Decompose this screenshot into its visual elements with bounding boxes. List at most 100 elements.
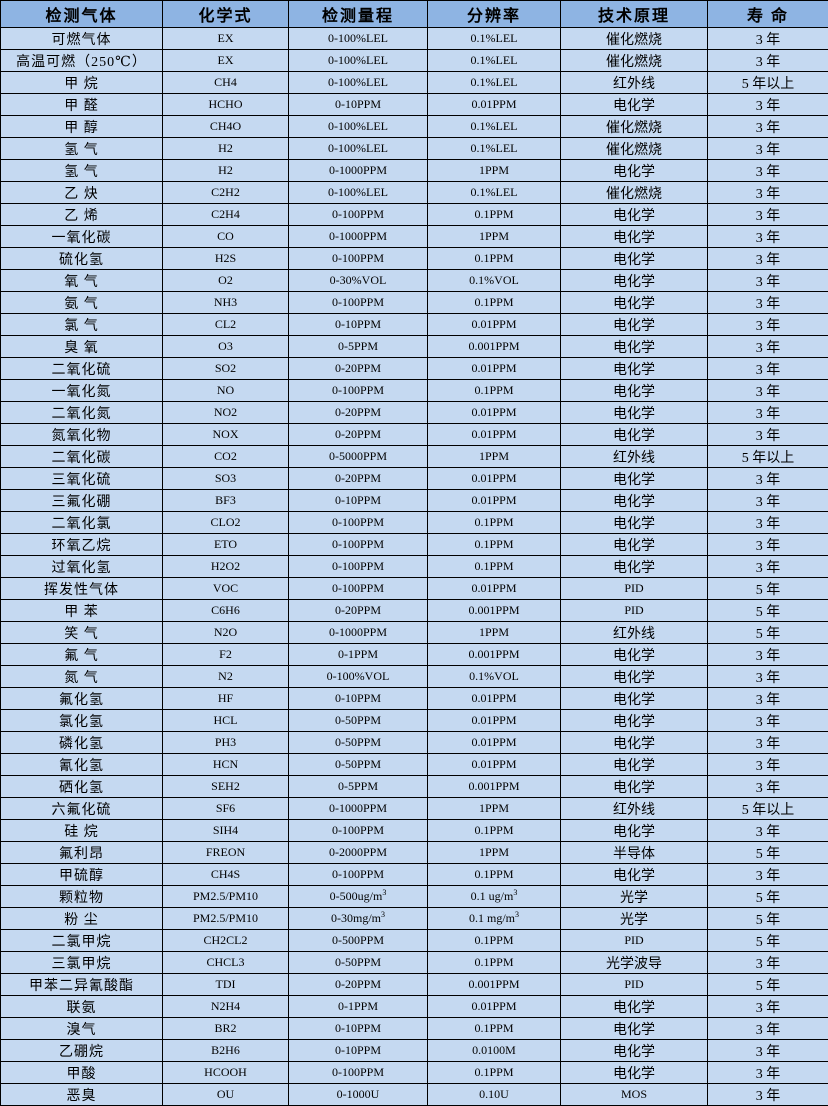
cell-resolution: 0.1PPM bbox=[428, 556, 561, 578]
cell-formula: CL2 bbox=[163, 314, 289, 336]
cell-resolution: 0.01PPM bbox=[428, 424, 561, 446]
cell-formula: NH3 bbox=[163, 292, 289, 314]
cell-lifetime: 3 年 bbox=[708, 292, 828, 314]
cell-range: 0-20PPM bbox=[289, 424, 428, 446]
cell-lifetime: 5 年 bbox=[708, 930, 828, 952]
cell-gas-name: 氟 气 bbox=[1, 644, 163, 666]
cell-range: 0-1PPM bbox=[289, 644, 428, 666]
cell-range: 0-100PPM bbox=[289, 534, 428, 556]
cell-gas-name: 硫化氢 bbox=[1, 248, 163, 270]
cell-principle: 半导体 bbox=[561, 842, 708, 864]
cell-range: 0-20PPM bbox=[289, 974, 428, 996]
cell-gas-name: 可燃气体 bbox=[1, 28, 163, 50]
cell-range: 0-500ug/m3 bbox=[289, 886, 428, 908]
cell-principle: 红外线 bbox=[561, 798, 708, 820]
cell-resolution: 1PPM bbox=[428, 798, 561, 820]
cell-resolution: 0.1PPM bbox=[428, 820, 561, 842]
cell-principle: 电化学 bbox=[561, 270, 708, 292]
cell-formula: NO2 bbox=[163, 402, 289, 424]
column-header-range: 检测量程 bbox=[289, 1, 428, 28]
cell-principle: 电化学 bbox=[561, 424, 708, 446]
cell-formula: N2H4 bbox=[163, 996, 289, 1018]
cell-lifetime: 5 年以上 bbox=[708, 72, 828, 94]
cell-resolution: 0.001PPM bbox=[428, 776, 561, 798]
cell-principle: 催化燃烧 bbox=[561, 116, 708, 138]
cell-principle: PID bbox=[561, 974, 708, 996]
cell-formula: SO2 bbox=[163, 358, 289, 380]
cell-range: 0-50PPM bbox=[289, 710, 428, 732]
cell-formula: C2H4 bbox=[163, 204, 289, 226]
cell-resolution: 0.1%LEL bbox=[428, 182, 561, 204]
cell-lifetime: 3 年 bbox=[708, 732, 828, 754]
cell-formula: VOC bbox=[163, 578, 289, 600]
cell-gas-name: 粉 尘 bbox=[1, 908, 163, 930]
cell-gas-name: 二氯甲烷 bbox=[1, 930, 163, 952]
cell-formula: NOX bbox=[163, 424, 289, 446]
cell-range: 0-10PPM bbox=[289, 94, 428, 116]
cell-resolution: 0.01PPM bbox=[428, 490, 561, 512]
cell-formula: SO3 bbox=[163, 468, 289, 490]
cell-lifetime: 3 年 bbox=[708, 336, 828, 358]
cell-resolution: 0.001PPM bbox=[428, 336, 561, 358]
cell-resolution: 0.1 ug/m3 bbox=[428, 886, 561, 908]
cell-gas-name: 氟利昂 bbox=[1, 842, 163, 864]
column-header-gas: 检测气体 bbox=[1, 1, 163, 28]
cell-gas-name: 环氧乙烷 bbox=[1, 534, 163, 556]
cell-lifetime: 3 年 bbox=[708, 28, 828, 50]
cell-resolution: 0.1%LEL bbox=[428, 138, 561, 160]
cell-lifetime: 3 年 bbox=[708, 50, 828, 72]
cell-principle: 电化学 bbox=[561, 94, 708, 116]
cell-resolution: 0.01PPM bbox=[428, 732, 561, 754]
cell-lifetime: 3 年 bbox=[708, 248, 828, 270]
cell-gas-name: 甲 烷 bbox=[1, 72, 163, 94]
cell-gas-name: 乙 炔 bbox=[1, 182, 163, 204]
cell-resolution: 0.1PPM bbox=[428, 534, 561, 556]
cell-range: 0-100PPM bbox=[289, 204, 428, 226]
cell-gas-name: 一氧化碳 bbox=[1, 226, 163, 248]
cell-resolution: 0.01PPM bbox=[428, 314, 561, 336]
cell-formula: CH4S bbox=[163, 864, 289, 886]
cell-formula: OU bbox=[163, 1084, 289, 1106]
cell-range: 0-100PPM bbox=[289, 864, 428, 886]
cell-formula: C2H2 bbox=[163, 182, 289, 204]
cell-lifetime: 5 年 bbox=[708, 974, 828, 996]
cell-gas-name: 二氧化硫 bbox=[1, 358, 163, 380]
cell-principle: 电化学 bbox=[561, 204, 708, 226]
cell-gas-name: 氯 气 bbox=[1, 314, 163, 336]
cell-range: 0-1000U bbox=[289, 1084, 428, 1106]
cell-range: 0-50PPM bbox=[289, 754, 428, 776]
cell-gas-name: 三氟化硼 bbox=[1, 490, 163, 512]
cell-range: 0-10PPM bbox=[289, 1018, 428, 1040]
cell-principle: 催化燃烧 bbox=[561, 50, 708, 72]
cell-range: 0-100%LEL bbox=[289, 50, 428, 72]
cell-formula: H2 bbox=[163, 160, 289, 182]
cell-range: 0-20PPM bbox=[289, 600, 428, 622]
cell-gas-name: 颗粒物 bbox=[1, 886, 163, 908]
cell-resolution: 0.01PPM bbox=[428, 996, 561, 1018]
cell-resolution: 0.01PPM bbox=[428, 402, 561, 424]
cell-formula: SF6 bbox=[163, 798, 289, 820]
cell-range: 0-1PPM bbox=[289, 996, 428, 1018]
cell-gas-name: 氢 气 bbox=[1, 160, 163, 182]
cell-formula: B2H6 bbox=[163, 1040, 289, 1062]
cell-principle: 电化学 bbox=[561, 556, 708, 578]
cell-lifetime: 3 年 bbox=[708, 490, 828, 512]
cell-resolution: 1PPM bbox=[428, 842, 561, 864]
